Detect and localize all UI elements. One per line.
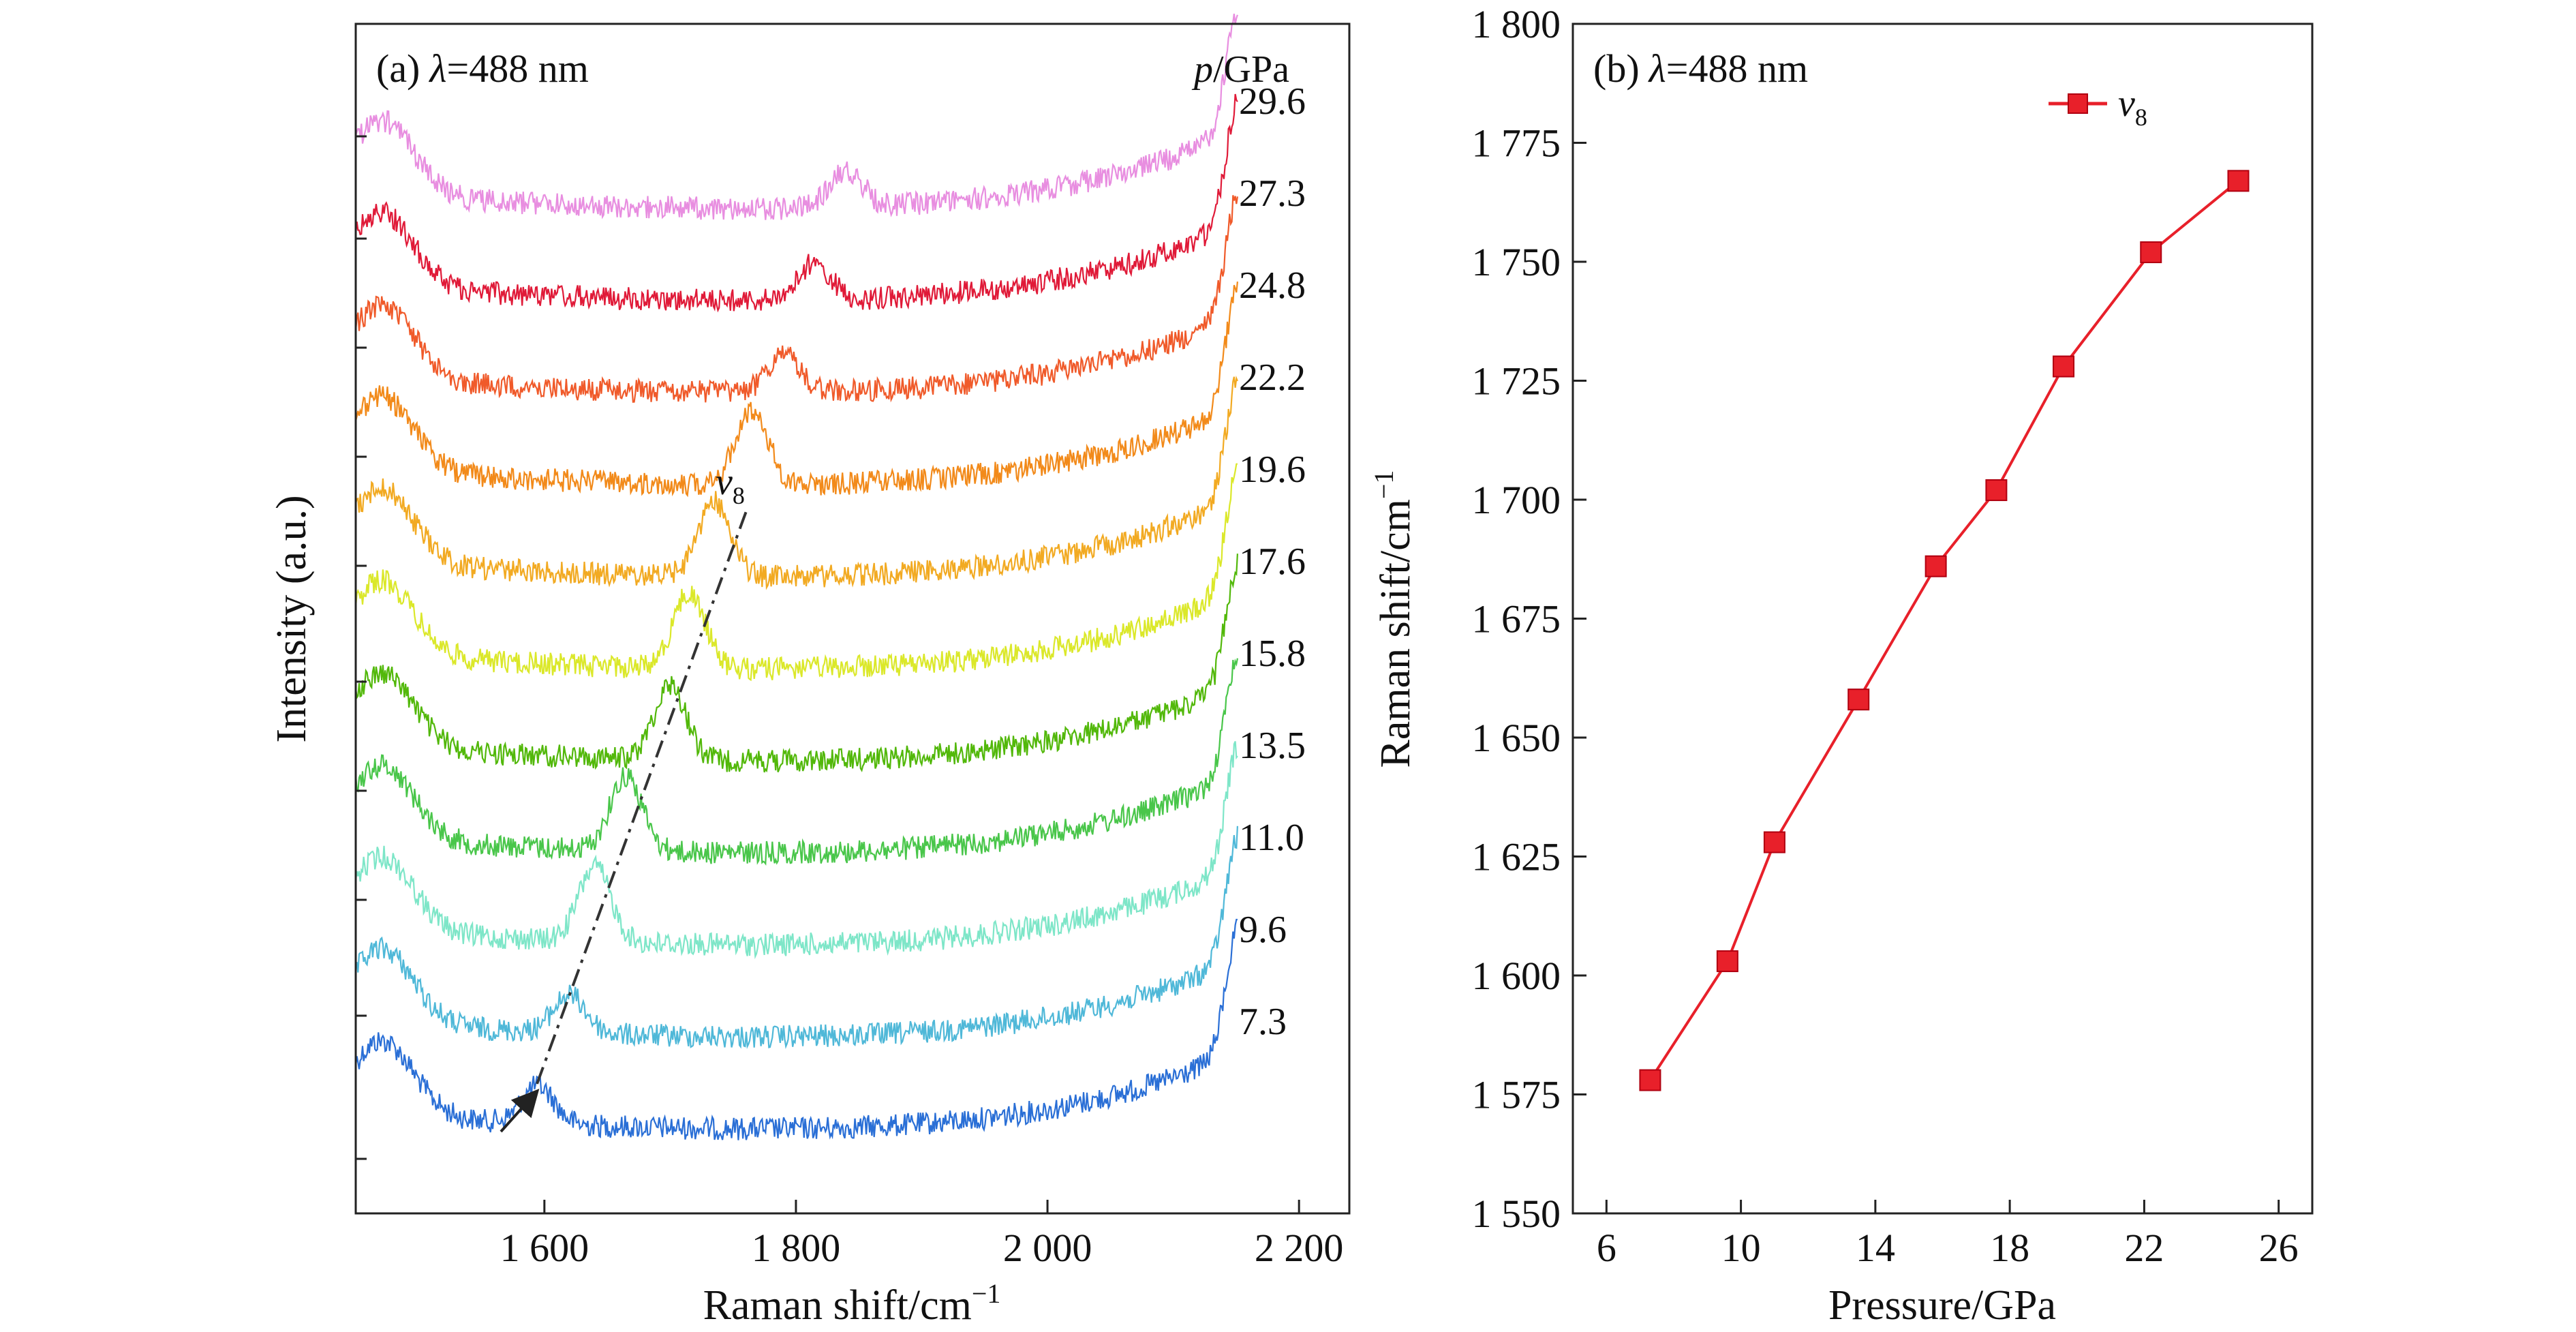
panel-a-spectra [354, 14, 1238, 1140]
panel-a-frame [354, 22, 1351, 1215]
panel-b-frame [1571, 22, 2314, 1215]
x-tick-label: 2 000 [1003, 1226, 1092, 1270]
panel-a-x-axis-label-text: Raman shift/cm [703, 1282, 972, 1329]
x-tick-label: 22 [2124, 1226, 2164, 1270]
panel-b: 6 10 14 18 22 26 1 550 1 575 1 600 1 625 1 650 1 6… [1368, 2, 2314, 1329]
panel-b-y-axis-label-text: Raman shift/cm [1373, 499, 1419, 768]
legend-label-v: v [2118, 82, 2135, 125]
series-line-v8 [1649, 179, 2239, 1081]
y-tick-label: 1 625 [1472, 835, 1561, 879]
peak-label-sub: 8 [733, 482, 745, 509]
peak-label: v8 [716, 461, 745, 509]
data-point-11 [1763, 831, 1785, 853]
y-tick-label: 1 800 [1472, 2, 1561, 46]
y-tick-label: 1 650 [1472, 716, 1561, 760]
x-tick-label: 26 [2259, 1226, 2299, 1270]
pressure-header-unit: /GPa [1213, 48, 1289, 91]
y-tick-label: 1 750 [1472, 240, 1561, 284]
x-tick-label: 6 [1597, 1226, 1616, 1270]
panel-b-y-axis-label-sup: −1 [1368, 470, 1399, 500]
spectrum-9-6 [354, 826, 1238, 1049]
panel-b-y-axis-label: Raman shift/cm−1 [1368, 470, 1419, 768]
panel-b-label: (b) λ=488 nm [1593, 46, 1808, 91]
spectrum-11-0 [354, 741, 1238, 960]
pressure-header: p/GPa [1191, 48, 1289, 91]
spectrum-24-8 [354, 195, 1238, 403]
x-tick-label: 10 [1721, 1226, 1761, 1270]
legend-label-sub: 8 [2135, 104, 2147, 131]
spectrum-29-6 [354, 14, 1238, 220]
panel-b-lambda-value: =488 nm [1666, 46, 1808, 91]
panel-b-y-ticks: 1 550 1 575 1 600 1 625 1 650 1 675 1 700 1 725… [1472, 2, 1586, 1236]
spectrum-7-3 [354, 918, 1238, 1140]
panel-a: 1 600 1 800 2 000 2 200 7.3 9.6 11.0 13.5 15.8 1… [269, 14, 1351, 1329]
panel-a-x-axis-label-sup: −1 [972, 1278, 1001, 1309]
y-tick-label: 1 600 [1472, 954, 1561, 998]
panel-b-x-ticks: 6 10 14 18 22 26 [1597, 1200, 2299, 1270]
panel-a-lambda-value: =488 nm [447, 46, 589, 91]
x-tick-label: 2 200 [1255, 1226, 1344, 1270]
spectrum-15-8 [354, 554, 1238, 773]
data-point-9-6 [1716, 950, 1738, 973]
spectrum-19-6 [354, 376, 1238, 590]
data-point-17-6 [1985, 479, 2008, 502]
spectrum-27-3 [354, 93, 1238, 313]
y-tick-label: 1 700 [1472, 478, 1561, 522]
data-point-15-8 [1925, 555, 1947, 577]
y-tick-label: 1 725 [1472, 359, 1561, 404]
pressure-label-29-6: 29.6 [1239, 80, 1306, 123]
y-tick-label: 1 675 [1472, 597, 1561, 641]
lambda-symbol-b: λ [1648, 46, 1666, 91]
pressure-label-13-5: 13.5 [1239, 725, 1306, 767]
data-point-13-5 [1847, 688, 1870, 711]
y-tick-label: 1 575 [1472, 1073, 1561, 1117]
panel-a-y-ticks [356, 135, 367, 1160]
lambda-symbol: λ [428, 46, 446, 91]
panel-a-label-tag: (a) [376, 46, 420, 91]
spectrum-22-2 [354, 281, 1238, 498]
pressure-label-24-8: 24.8 [1239, 264, 1306, 307]
data-point-19-6 [2053, 355, 2075, 378]
legend-marker [2068, 93, 2088, 114]
pressure-label-11-0: 11.0 [1239, 817, 1304, 859]
y-tick-label: 1 550 [1472, 1192, 1561, 1236]
pressure-label-27-3: 27.3 [1239, 172, 1306, 215]
pressure-label-15-8: 15.8 [1239, 633, 1306, 675]
panel-a-pressure-labels: 7.3 9.6 11.0 13.5 15.8 17.6 19.6 22.2 24.8 27.3 29… [1239, 80, 1306, 1043]
x-tick-label: 1 600 [500, 1226, 589, 1270]
panel-a-x-ticks: 1 600 1 800 2 000 2 200 [500, 1200, 1344, 1270]
panel-b-x-axis-label: Pressure/GPa [1828, 1282, 2056, 1329]
data-point-7-3 [1639, 1069, 1661, 1091]
pressure-label-7-3: 7.3 [1239, 1001, 1287, 1043]
pressure-label-9-6: 9.6 [1239, 909, 1287, 951]
data-point-22-2 [2140, 241, 2162, 264]
spectrum-13-5 [354, 658, 1238, 866]
panel-b-label-tag: (b) [1593, 46, 1640, 91]
panel-a-label: (a) λ=488 nm [376, 46, 589, 91]
pressure-header-var: p [1191, 48, 1213, 91]
pressure-label-19-6: 19.6 [1239, 449, 1306, 491]
legend: v8 [2049, 82, 2147, 131]
panel-a-y-axis-label: Intensity (a.u.) [269, 495, 315, 742]
peak-arrow [500, 1089, 540, 1133]
data-point-24-8 [2227, 170, 2250, 192]
legend-label: v8 [2118, 82, 2147, 131]
x-tick-label: 18 [1990, 1226, 2029, 1270]
x-tick-label: 14 [1856, 1226, 1895, 1270]
y-tick-label: 1 775 [1472, 121, 1561, 166]
spectrum-17-6 [354, 463, 1238, 682]
pressure-label-22-2: 22.2 [1239, 357, 1306, 399]
peak-trend-line [536, 511, 748, 1085]
x-tick-label: 1 800 [752, 1226, 841, 1270]
pressure-label-17-6: 17.6 [1239, 541, 1306, 583]
panel-b-series [1639, 170, 2250, 1091]
peak-label-v: v [716, 461, 733, 503]
panel-a-x-axis-label: Raman shift/cm−1 [703, 1278, 1001, 1329]
